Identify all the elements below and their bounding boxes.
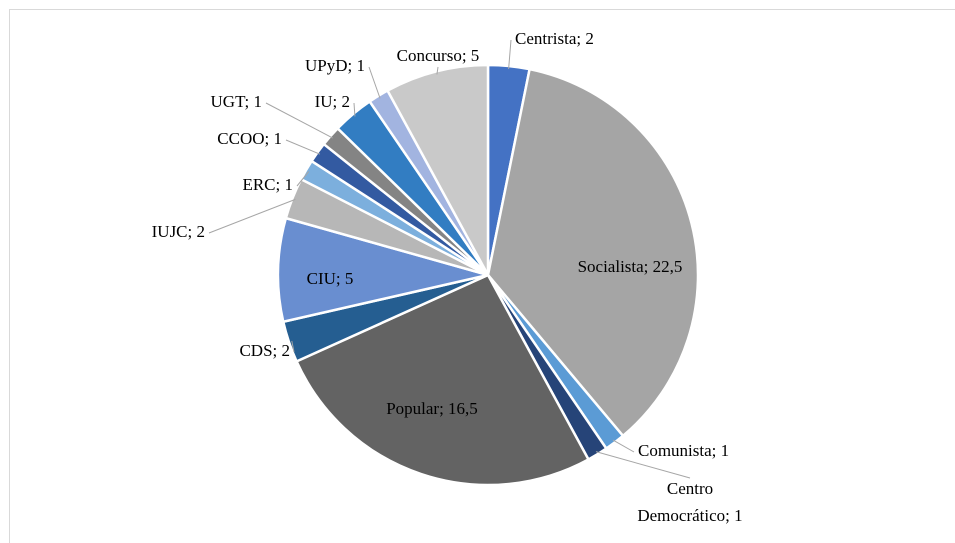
leader-line (612, 439, 635, 453)
leader-line (436, 66, 439, 75)
data-label-line: Centrista; 2 (515, 29, 594, 48)
data-label: Concurso; 5 (397, 46, 480, 65)
leader-line (353, 102, 356, 117)
data-label: IU; 2 (315, 92, 350, 111)
data-label-line: Democrático; 1 (637, 506, 742, 525)
data-label-line: Socialista; 22,5 (578, 257, 683, 276)
data-label-line: IUJC; 2 (152, 222, 205, 241)
leader-line (291, 340, 295, 353)
data-label: Centrista; 2 (515, 29, 594, 48)
leader-line (368, 66, 381, 99)
pie-slice (486, 67, 700, 438)
leader-line (265, 102, 334, 139)
data-label: CDS; 2 (239, 341, 290, 360)
data-label-line: CCOO; 1 (217, 129, 282, 148)
data-label-line: Popular; 16,5 (386, 399, 478, 418)
data-label-line: Centro (667, 479, 713, 498)
data-label: Comunista; 1 (638, 441, 729, 460)
leader-line (508, 39, 512, 70)
data-label-line: CDS; 2 (239, 341, 290, 360)
data-label-line: Concurso; 5 (397, 46, 480, 65)
leader-line (296, 171, 310, 187)
data-label-line: IU; 2 (315, 92, 350, 111)
leader-line (208, 198, 296, 234)
data-label: CIU; 5 (307, 269, 354, 288)
data-label: ERC; 1 (242, 175, 293, 194)
data-label-line: UGT; 1 (211, 92, 262, 111)
data-label: Popular; 16,5 (386, 399, 478, 418)
data-label: IUJC; 2 (152, 222, 205, 241)
leader-line (285, 139, 321, 155)
data-label: CCOO; 1 (217, 129, 282, 148)
leader-line (595, 451, 691, 479)
chart-frame (9, 9, 955, 543)
data-label: UGT; 1 (211, 92, 262, 111)
data-label-line: UPyD; 1 (305, 56, 365, 75)
data-label: Socialista; 22,5 (578, 257, 683, 276)
data-label-line: CIU; 5 (307, 269, 354, 288)
pie-slice (294, 273, 591, 487)
pie-slice (276, 216, 489, 324)
data-label: UPyD; 1 (305, 56, 365, 75)
pie-slice (385, 63, 490, 276)
data-label: Centro Democrático; 1 (637, 479, 742, 525)
data-label-line: Comunista; 1 (638, 441, 729, 460)
data-label-line: ERC; 1 (242, 175, 293, 194)
